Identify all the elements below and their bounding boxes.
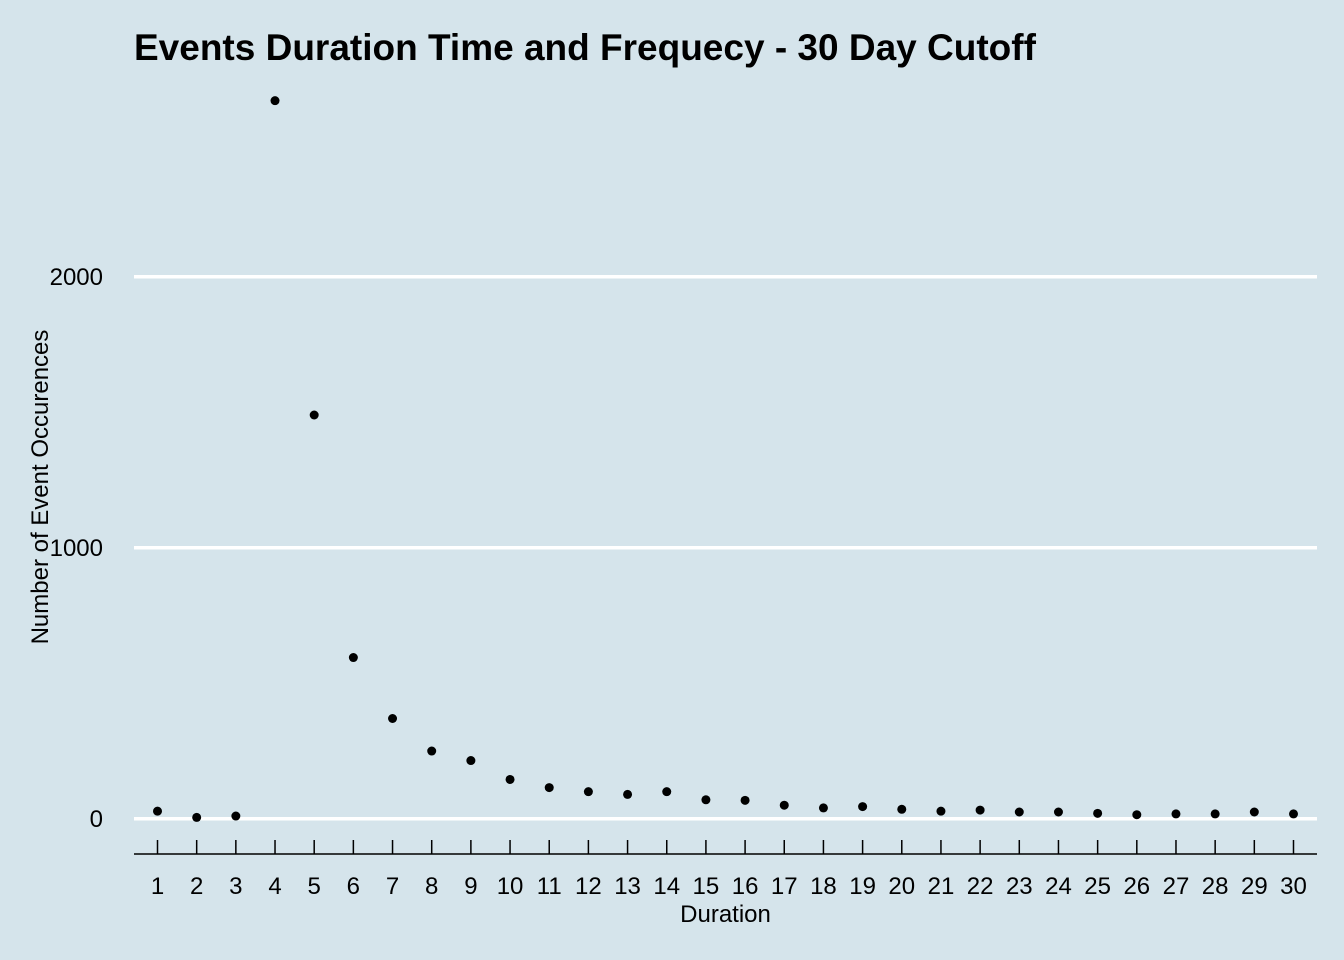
x-tick-label-10: 10: [497, 873, 524, 900]
data-point-1: [153, 806, 163, 816]
data-point-2: [192, 812, 202, 822]
y-tick-label-2000: 2000: [50, 264, 103, 291]
x-tick-label-4: 4: [268, 873, 281, 900]
data-point-19: [858, 802, 868, 812]
x-axis: 1 2 3 4 5 6 7 8 9 10 11 12 13 14 15 16 17 18 19 20 21 22 23 24 2…: [134, 840, 1317, 900]
data-point-9: [466, 756, 476, 766]
x-tick-label-3: 3: [229, 873, 242, 900]
chart-title: Events Duration Time and Frequecy - 30 D…: [134, 27, 1036, 68]
x-tick-label-8: 8: [425, 873, 438, 900]
data-point-4: [270, 96, 280, 106]
x-tick-label-25: 25: [1084, 873, 1111, 900]
data-point-21: [936, 806, 946, 816]
data-point-18: [818, 803, 828, 813]
y-axis-tick-labels: 0 1000 2000: [50, 264, 103, 833]
data-point-27: [1171, 809, 1181, 819]
x-tick-label-22: 22: [967, 873, 994, 900]
data-point-5: [309, 410, 319, 420]
data-point-8: [427, 746, 437, 756]
x-tick-label-23: 23: [1006, 873, 1033, 900]
data-point-22: [975, 805, 985, 815]
x-tick-label-19: 19: [849, 873, 876, 900]
x-tick-label-21: 21: [928, 873, 955, 900]
data-point-3: [231, 811, 241, 821]
x-tick-label-27: 27: [1163, 873, 1190, 900]
data-points: [153, 96, 1298, 822]
data-point-13: [623, 789, 633, 799]
data-point-14: [662, 787, 672, 797]
data-point-25: [1093, 808, 1103, 818]
y-axis-title: Number of Event Occurences: [27, 330, 54, 645]
x-axis-title: Duration: [680, 901, 771, 928]
x-tick-label-1: 1: [151, 873, 164, 900]
data-point-28: [1210, 809, 1220, 819]
data-point-12: [583, 787, 593, 797]
data-point-24: [1053, 807, 1063, 817]
x-tick-label-12: 12: [575, 873, 602, 900]
x-tick-label-15: 15: [693, 873, 720, 900]
x-tick-label-28: 28: [1202, 873, 1229, 900]
gridlines: [134, 275, 1317, 821]
data-point-7: [388, 714, 398, 724]
x-tick-label-30: 30: [1280, 873, 1307, 900]
data-point-30: [1288, 809, 1298, 819]
x-tick-label-26: 26: [1123, 873, 1150, 900]
x-tick-label-5: 5: [308, 873, 321, 900]
data-point-29: [1249, 807, 1259, 817]
x-tick-label-7: 7: [386, 873, 399, 900]
x-tick-label-29: 29: [1241, 873, 1268, 900]
x-tick-label-14: 14: [653, 873, 680, 900]
x-tick-label-6: 6: [347, 873, 360, 900]
data-point-10: [505, 774, 515, 784]
x-tick-label-18: 18: [810, 873, 837, 900]
y-tick-label-0: 0: [90, 806, 103, 833]
data-point-16: [740, 795, 750, 805]
data-point-20: [897, 804, 907, 814]
x-tick-label-24: 24: [1045, 873, 1072, 900]
data-point-17: [779, 800, 789, 810]
x-tick-label-11: 11: [537, 873, 562, 900]
x-tick-label-17: 17: [771, 873, 798, 900]
x-tick-label-20: 20: [888, 873, 915, 900]
data-point-26: [1132, 810, 1142, 820]
x-tick-label-16: 16: [732, 873, 759, 900]
data-point-11: [544, 783, 554, 793]
y-tick-label-1000: 1000: [50, 535, 103, 562]
data-point-6: [348, 653, 358, 663]
x-tick-label-2: 2: [190, 873, 203, 900]
x-tick-label-13: 13: [614, 873, 641, 900]
data-point-15: [701, 795, 711, 805]
x-tick-label-9: 9: [464, 873, 477, 900]
data-point-23: [1014, 807, 1024, 817]
